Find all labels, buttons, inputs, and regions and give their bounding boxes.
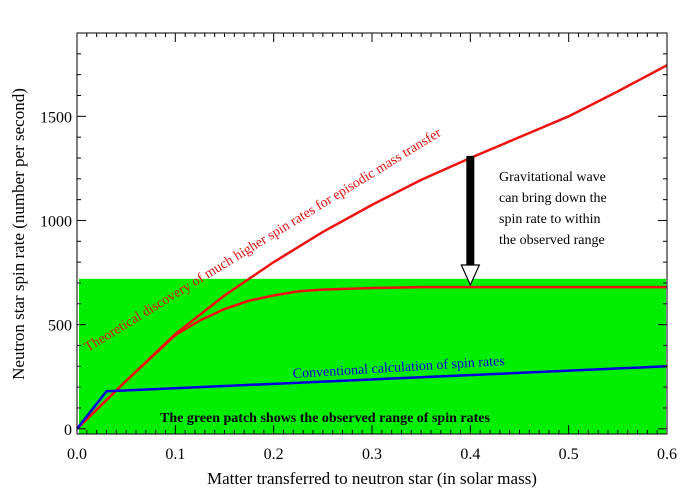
- annotation-line: spin rate to within: [499, 212, 601, 227]
- annotation-line: the observed range: [499, 233, 605, 248]
- x-tick-label: 0.3: [362, 446, 382, 463]
- x-tick-label: 0.5: [559, 446, 579, 463]
- x-axis-label: Matter transferred to neutron star (in s…: [207, 469, 537, 488]
- series-line-2: [76, 365, 668, 430]
- x-tick-label: 0.4: [460, 446, 480, 463]
- x-tick-label: 0.1: [165, 446, 185, 463]
- y-axis-label: Neutron star spin rate (number per secon…: [9, 88, 28, 380]
- arrow-shaft: [466, 155, 475, 265]
- annotation-gravitational-wave: Gravitational wave can bring down the sp…: [460, 155, 607, 287]
- x-tick-label: 0.2: [264, 446, 284, 463]
- y-tick-label: 0: [64, 422, 72, 439]
- arrow-head-icon: [460, 264, 481, 287]
- x-tick-label: 0.0: [67, 446, 87, 463]
- series-line-1: [76, 285, 667, 430]
- x-tick-label: 0.6: [657, 446, 677, 463]
- annotation-line: can bring down the: [499, 191, 607, 206]
- y-tick-label: 500: [48, 318, 72, 335]
- observed-range-patch: [79, 278, 666, 434]
- y-tick-label: 1500: [40, 109, 72, 126]
- y-tick-label: 1000: [40, 213, 72, 230]
- annotation-line: Gravitational wave: [499, 170, 606, 185]
- observed-range-label: The green patch shows the observed range…: [160, 411, 490, 426]
